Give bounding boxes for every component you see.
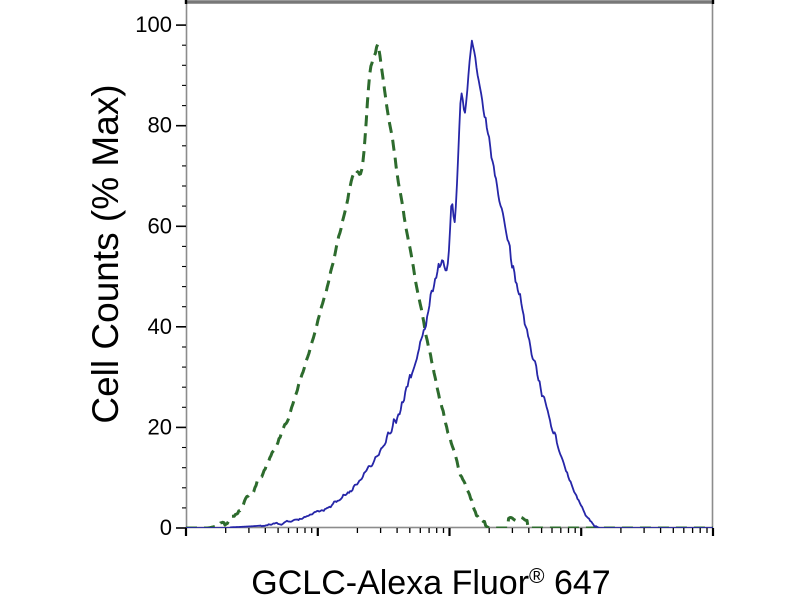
svg-text:Cell Counts (% Max): Cell Counts (% Max) <box>85 84 126 423</box>
svg-text:80: 80 <box>148 113 172 138</box>
svg-text:40: 40 <box>148 314 172 339</box>
svg-text:0: 0 <box>160 515 172 540</box>
svg-text:60: 60 <box>148 213 172 238</box>
svg-text:20: 20 <box>148 414 172 439</box>
svg-text:100: 100 <box>135 12 172 37</box>
svg-text:GCLC-Alexa Fluor® 647: GCLC-Alexa Fluor® 647 <box>251 564 610 600</box>
